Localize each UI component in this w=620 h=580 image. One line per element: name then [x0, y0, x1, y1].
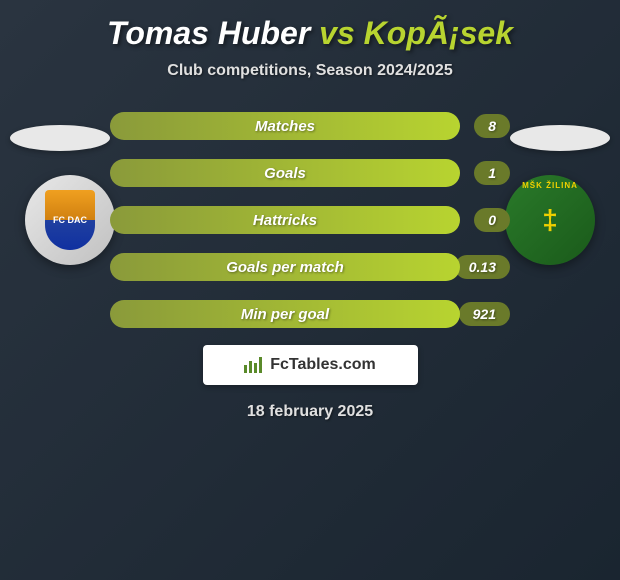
stat-right-wrap: 1 — [460, 159, 510, 187]
stat-row: Hattricks 0 — [110, 204, 510, 236]
stat-row: Goals 1 — [110, 157, 510, 189]
stat-label: Min per goal — [241, 306, 329, 323]
stats-container: Matches 8 Goals 1 Hattricks 0 Goals per … — [0, 110, 620, 330]
date-text: 18 february 2025 — [0, 403, 620, 421]
stat-label: Hattricks — [253, 212, 317, 229]
stat-row: Min per goal 921 — [110, 298, 510, 330]
branding-text: FcTables.com — [270, 356, 376, 374]
stat-label: Goals per match — [226, 259, 344, 276]
stat-right-wrap: 0.13 — [460, 253, 510, 281]
stat-bar: Goals — [110, 159, 460, 187]
branding-badge: FcTables.com — [203, 345, 418, 385]
stat-value-right: 1 — [474, 161, 510, 185]
stat-value-right: 8 — [474, 114, 510, 138]
stat-right-wrap: 8 — [460, 112, 510, 140]
stat-bar: Matches — [110, 112, 460, 140]
chart-icon — [244, 357, 264, 373]
stat-value-right: 0 — [474, 208, 510, 232]
stat-row: Goals per match 0.13 — [110, 251, 510, 283]
stat-bar: Hattricks — [110, 206, 460, 234]
stat-label: Goals — [264, 165, 306, 182]
player2-name: KopÃ¡sek — [364, 15, 513, 51]
stat-label: Matches — [255, 118, 315, 135]
stat-bar: Goals per match — [110, 253, 460, 281]
stat-right-wrap: 921 — [460, 300, 510, 328]
subtitle: Club competitions, Season 2024/2025 — [0, 62, 620, 80]
stat-value-right: 0.13 — [455, 255, 510, 279]
player1-name: Tomas Huber — [107, 15, 310, 51]
stat-row: Matches 8 — [110, 110, 510, 142]
stat-bar: Min per goal — [110, 300, 460, 328]
vs-text: vs — [319, 15, 355, 51]
stat-value-right: 921 — [459, 302, 510, 326]
page-title: Tomas Huber vs KopÃ¡sek — [0, 0, 620, 52]
stat-right-wrap: 0 — [460, 206, 510, 234]
